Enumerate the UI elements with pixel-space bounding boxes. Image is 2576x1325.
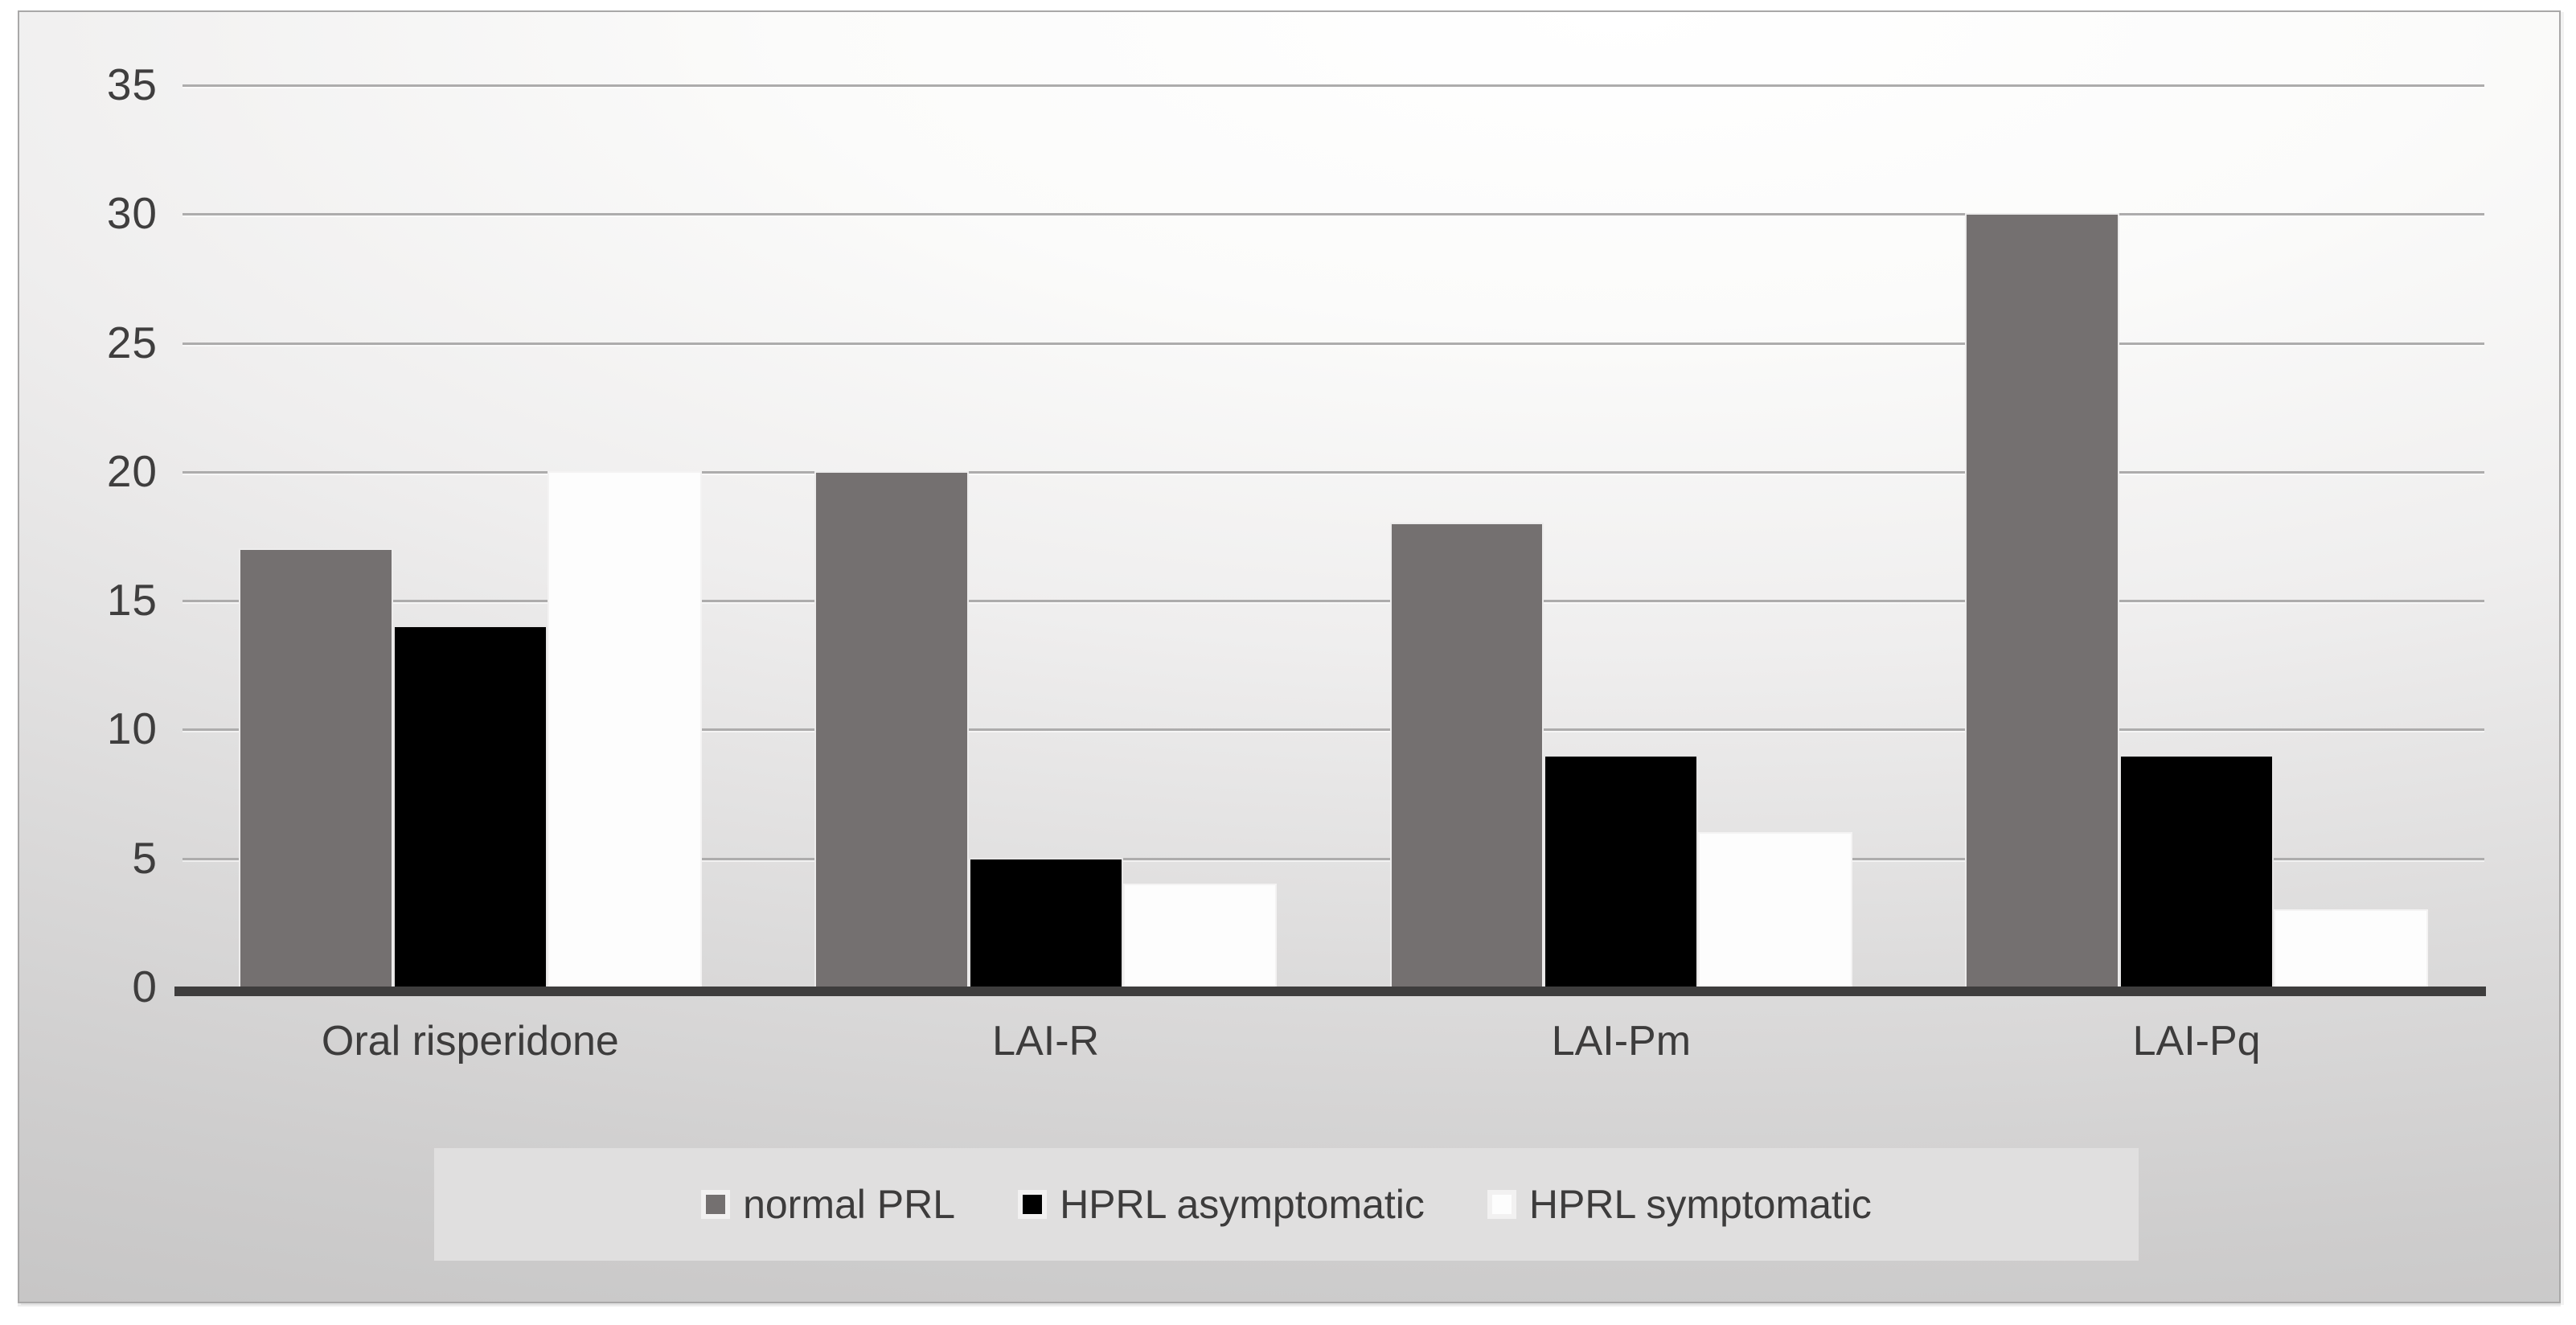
bar-group-lai-r xyxy=(758,84,1334,987)
gridline-20 xyxy=(183,470,2484,474)
plot-area xyxy=(174,84,2486,996)
y-tick-label-5: 5 xyxy=(132,832,158,883)
bar-hprl-asymptomatic-lai-r xyxy=(968,857,1123,987)
bar-group-lai-pq xyxy=(1909,84,2484,987)
legend-item-hprl-symptomatic: HPRL symptomatic xyxy=(1487,1181,1872,1228)
bar-hprl-asymptomatic-lai-pm xyxy=(1544,754,1699,987)
bar-hprl-symptomatic-lai-pm xyxy=(1698,831,1853,987)
bar-groups xyxy=(183,84,2484,987)
legend-swatch-hprl-symptomatic xyxy=(1487,1190,1516,1219)
legend-swatch-normal-prl xyxy=(701,1190,731,1219)
legend-item-normal-prl: normal PRL xyxy=(701,1181,955,1228)
bar-hprl-symptomatic-oral-risperidone xyxy=(547,470,702,987)
bar-group-lai-pm xyxy=(1334,84,1909,987)
y-tick-label-25: 25 xyxy=(106,317,158,367)
y-tick-label-35: 35 xyxy=(106,59,158,109)
y-axis-tick-labels: 35 30 25 20 15 10 5 0 xyxy=(19,59,158,1011)
gridline-15 xyxy=(183,600,2484,603)
x-tick-label-lai-r: LAI-R xyxy=(992,1018,1100,1065)
bar-normal-prl-lai-pm xyxy=(1389,522,1544,987)
x-tick-label-oral-risperidone: Oral risperidone xyxy=(321,1018,619,1065)
x-axis-category-labels: Oral risperidone LAI-R LAI-Pm LAI-Pq xyxy=(183,1017,2484,1073)
y-tick-label-15: 15 xyxy=(106,575,158,626)
gridline-10 xyxy=(183,728,2484,732)
bar-normal-prl-lai-pq xyxy=(1965,213,2120,987)
x-axis-line xyxy=(174,987,2486,996)
bar-hprl-symptomatic-lai-pq xyxy=(2274,909,2428,987)
y-tick-label-20: 20 xyxy=(106,445,158,496)
y-tick-label-30: 30 xyxy=(106,188,158,239)
gridline-5 xyxy=(183,857,2484,860)
legend-item-hprl-asymptomatic: HPRL asymptomatic xyxy=(1018,1181,1425,1228)
x-tick-label-lai-pq: LAI-Pq xyxy=(2132,1018,2261,1065)
bar-hprl-symptomatic-lai-r xyxy=(1122,883,1278,987)
gridline-35 xyxy=(183,84,2484,87)
chart-figure: 35 30 25 20 15 10 5 0 Oral risperidone LAI-R LAI-… xyxy=(18,10,2561,1303)
legend: normal PRL HPRL asymptomatic HPRL symptoma… xyxy=(434,1148,2139,1261)
legend-label: normal PRL xyxy=(743,1182,956,1227)
bar-normal-prl-oral-risperidone xyxy=(239,548,393,987)
y-tick-label-10: 10 xyxy=(106,704,158,754)
bar-hprl-asymptomatic-oral-risperidone xyxy=(392,626,548,987)
gridline-30 xyxy=(183,213,2484,216)
legend-label: HPRL asymptomatic xyxy=(1060,1182,1425,1227)
y-tick-label-0: 0 xyxy=(132,962,158,1011)
legend-swatch-hprl-asymptomatic xyxy=(1018,1190,1048,1219)
legend-label: HPRL symptomatic xyxy=(1528,1182,1872,1227)
bar-hprl-asymptomatic-lai-pq xyxy=(2119,754,2275,987)
bar-group-oral-risperidone xyxy=(183,84,758,987)
x-tick-label-lai-pm: LAI-Pm xyxy=(1551,1018,1692,1065)
bar-normal-prl-lai-r xyxy=(814,470,969,987)
gridline-25 xyxy=(183,342,2484,345)
